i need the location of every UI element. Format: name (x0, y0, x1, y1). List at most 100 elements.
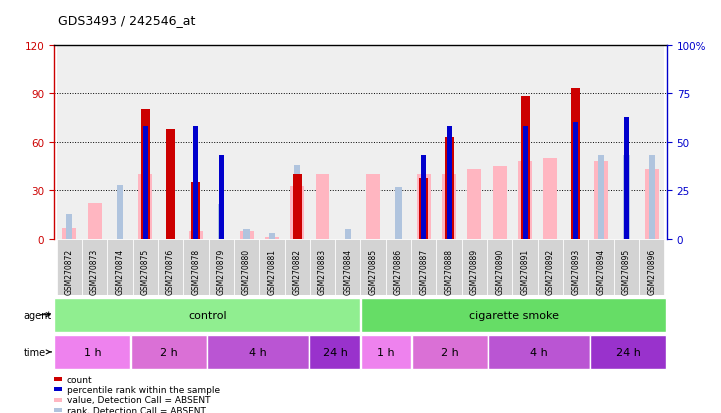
Bar (54, 387, 62, 392)
Text: GSM270876: GSM270876 (166, 248, 175, 294)
Bar (493, 167, 507, 240)
Bar (82, 240, 107, 295)
Bar (538, 45, 563, 240)
Bar (107, 240, 133, 295)
Bar (310, 45, 335, 240)
Bar (54, 377, 62, 381)
Bar (411, 240, 436, 295)
Bar (467, 170, 482, 240)
Bar (420, 178, 428, 240)
Text: rank, Detection Call = ABSENT: rank, Detection Call = ABSENT (67, 406, 205, 413)
Bar (88, 204, 102, 240)
Text: 4 h: 4 h (249, 347, 267, 357)
Bar (588, 45, 614, 240)
Text: GSM270874: GSM270874 (115, 248, 125, 294)
Bar (386, 45, 411, 240)
Bar (639, 240, 664, 295)
Bar (62, 228, 76, 240)
Bar (446, 127, 451, 240)
Bar (335, 240, 360, 295)
Bar (412, 335, 487, 369)
Bar (316, 175, 329, 240)
Text: 4 h: 4 h (531, 347, 548, 357)
Text: cigarette smoke: cigarette smoke (469, 310, 559, 320)
Bar (563, 240, 588, 295)
Text: GSM270888: GSM270888 (445, 248, 454, 294)
Text: GSM270895: GSM270895 (622, 248, 631, 294)
Text: 24 h: 24 h (322, 347, 348, 357)
Bar (461, 45, 487, 240)
Bar (360, 335, 411, 369)
Bar (239, 231, 254, 240)
Bar (360, 240, 386, 295)
Bar (117, 185, 123, 240)
Bar (294, 166, 301, 240)
Bar (360, 298, 666, 332)
Bar (141, 110, 150, 240)
Bar (573, 123, 578, 240)
Bar (54, 408, 62, 412)
Bar (208, 335, 309, 369)
Bar (623, 156, 629, 240)
Bar (192, 183, 200, 240)
Text: GSM270873: GSM270873 (90, 248, 99, 294)
Bar (335, 45, 360, 240)
Bar (518, 162, 532, 240)
Bar (571, 89, 580, 240)
Bar (208, 45, 234, 240)
Bar (386, 240, 411, 295)
Bar (244, 230, 249, 240)
Bar (310, 240, 335, 295)
Bar (345, 230, 351, 240)
Text: percentile rank within the sample: percentile rank within the sample (67, 385, 220, 394)
Bar (285, 240, 310, 295)
Bar (309, 335, 360, 369)
Bar (436, 45, 461, 240)
Bar (183, 240, 208, 295)
Text: GDS3493 / 242546_at: GDS3493 / 242546_at (58, 14, 195, 27)
Bar (598, 156, 604, 240)
Text: time: time (23, 347, 51, 357)
Text: GSM270872: GSM270872 (65, 248, 74, 294)
Bar (138, 175, 152, 240)
Text: GSM270879: GSM270879 (217, 248, 226, 294)
Bar (293, 175, 301, 240)
Bar (523, 127, 528, 240)
Bar (649, 156, 655, 240)
Bar (395, 187, 402, 240)
Text: GSM270880: GSM270880 (242, 248, 251, 294)
Bar (143, 127, 148, 240)
Bar (366, 175, 380, 240)
Bar (234, 240, 260, 295)
Bar (588, 240, 614, 295)
Text: control: control (188, 310, 226, 320)
Text: 24 h: 24 h (616, 347, 641, 357)
Text: GSM270887: GSM270887 (420, 248, 428, 294)
Bar (411, 45, 436, 240)
Text: GSM270881: GSM270881 (267, 248, 276, 294)
Bar (166, 130, 175, 240)
Text: 1 h: 1 h (377, 347, 395, 357)
Text: 1 h: 1 h (84, 347, 101, 357)
Bar (54, 398, 62, 402)
Bar (218, 204, 224, 240)
Bar (590, 335, 666, 369)
Bar (218, 156, 224, 240)
Text: GSM270896: GSM270896 (647, 248, 656, 294)
Bar (614, 240, 639, 295)
Text: GSM270894: GSM270894 (596, 248, 606, 294)
Bar (594, 162, 608, 240)
Bar (260, 45, 285, 240)
Text: GSM270886: GSM270886 (394, 248, 403, 294)
Bar (614, 45, 639, 240)
Bar (133, 45, 158, 240)
Bar (183, 45, 208, 240)
Text: GSM270884: GSM270884 (343, 248, 353, 294)
Bar (513, 45, 538, 240)
Bar (54, 335, 131, 369)
Bar (54, 298, 360, 332)
Bar (445, 138, 454, 240)
Bar (538, 240, 563, 295)
Bar (265, 238, 279, 240)
Text: value, Detection Call = ABSENT: value, Detection Call = ABSENT (67, 395, 211, 404)
